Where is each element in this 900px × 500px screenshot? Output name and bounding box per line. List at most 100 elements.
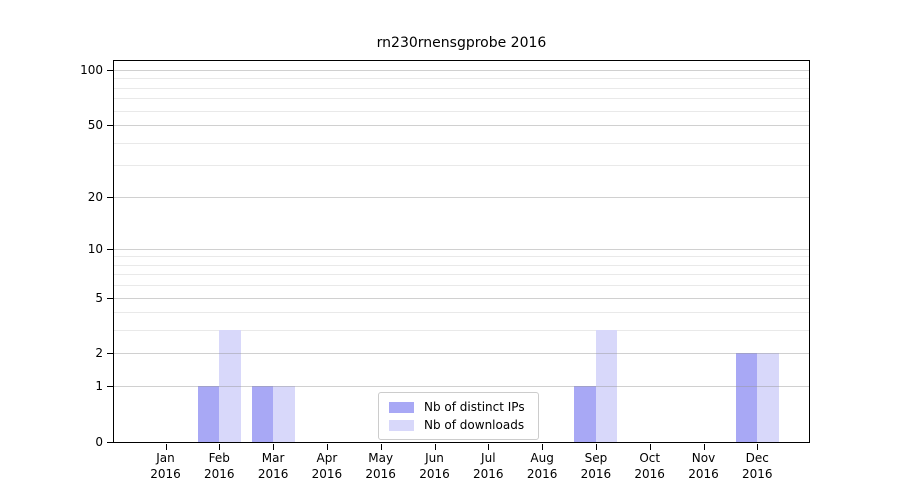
minor-gridline — [114, 285, 809, 287]
x-tick-month: Jul — [481, 451, 496, 465]
x-tick-year: 2016 — [311, 467, 343, 481]
x-tick-mark — [434, 444, 436, 450]
x-tick-year: 2016 — [419, 467, 450, 481]
x-tick-month: Jun — [425, 451, 444, 465]
legend: Nb of distinct IPs Nb of downloads — [378, 392, 539, 440]
minor-gridline — [114, 165, 809, 167]
minor-gridline — [114, 256, 809, 258]
y-tick-mark — [107, 297, 113, 299]
minor-gridline — [114, 98, 809, 100]
x-tick-year: 2016 — [634, 467, 665, 481]
x-tick-mark — [703, 444, 705, 450]
y-tick-mark — [107, 248, 113, 250]
major-gridline — [114, 353, 809, 355]
bar-distinct-ips — [735, 353, 758, 442]
minor-gridline — [114, 110, 809, 112]
x-tick-year: 2016 — [688, 467, 719, 481]
y-tick-label: 0 — [95, 435, 103, 449]
legend-item-distinct-ips: Nb of distinct IPs — [389, 398, 525, 416]
legend-item-downloads: Nb of downloads — [389, 416, 525, 434]
x-tick-year: 2016 — [204, 467, 235, 481]
bar-distinct-ips — [251, 386, 274, 442]
x-tick-mark — [165, 444, 167, 450]
bar-distinct-ips — [574, 386, 596, 442]
minor-gridline — [114, 264, 809, 266]
x-tick-month: Sep — [584, 451, 608, 465]
y-tick-mark — [107, 442, 113, 443]
legend-label-downloads: Nb of downloads — [424, 418, 525, 432]
major-gridline — [114, 125, 809, 127]
x-tick-month: Dec — [745, 451, 769, 465]
major-gridline — [114, 248, 809, 250]
x-tick-year: 2016 — [742, 467, 773, 481]
x-tick-label: Mar 2016 — [238, 450, 308, 482]
chart-title: rn230rnensgprobe 2016 — [376, 35, 547, 51]
x-tick-mark — [595, 444, 597, 450]
y-tick-label: 20 — [87, 189, 103, 204]
minor-gridline — [114, 330, 809, 332]
x-tick-month: Nov — [691, 451, 716, 465]
x-tick-month: Aug — [530, 451, 554, 465]
x-tick-month: May — [368, 451, 394, 465]
x-tick-mark — [542, 444, 544, 450]
x-tick-month: Feb — [208, 451, 230, 465]
x-tick-label: Feb 2016 — [184, 450, 254, 482]
bar-distinct-ips — [197, 386, 220, 442]
x-tick-month: Jan — [156, 451, 175, 465]
x-tick-mark — [757, 444, 759, 450]
x-tick-label: Nov 2016 — [669, 450, 739, 482]
minor-gridline — [114, 87, 809, 89]
y-tick-mark — [107, 353, 113, 355]
legend-swatch-downloads — [389, 419, 414, 431]
y-tick-label: 5 — [95, 290, 103, 305]
x-tick-label: May 2016 — [346, 450, 416, 482]
bar-downloads — [273, 386, 295, 442]
major-gridline — [114, 70, 809, 71]
y-tick-label: 50 — [87, 118, 103, 133]
legend-swatch-distinct-ips — [389, 401, 414, 413]
x-tick-label: Jun 2016 — [400, 450, 470, 482]
x-tick-year: 2016 — [580, 467, 612, 481]
bar-downloads — [595, 330, 618, 442]
bar-downloads — [757, 353, 779, 442]
major-gridline — [114, 297, 809, 299]
x-tick-year: 2016 — [526, 467, 558, 481]
x-tick-year: 2016 — [257, 467, 289, 481]
x-tick-label: Dec 2016 — [722, 450, 792, 482]
x-tick-label: Aug 2016 — [507, 450, 577, 482]
x-tick-month: Mar — [261, 451, 285, 465]
y-tick-label: 1 — [95, 379, 103, 394]
major-gridline — [114, 196, 809, 198]
x-tick-month: Apr — [316, 451, 338, 465]
x-tick-label: Oct 2016 — [615, 450, 685, 482]
y-tick-label: 10 — [87, 241, 103, 256]
y-tick-label: 100 — [80, 63, 103, 77]
x-tick-mark — [649, 444, 651, 450]
x-tick-month: Oct — [639, 451, 661, 465]
y-tick-label: 2 — [95, 346, 103, 361]
x-tick-mark — [326, 444, 328, 450]
minor-gridline — [114, 142, 809, 144]
legend-label-distinct-ips: Nb of distinct IPs — [424, 400, 525, 414]
y-tick-mark — [107, 125, 113, 127]
x-tick-mark — [488, 444, 490, 450]
minor-gridline — [114, 78, 809, 80]
bar-downloads — [219, 330, 241, 442]
y-tick-mark — [107, 70, 113, 71]
y-tick-mark — [107, 386, 113, 388]
plot-area — [113, 60, 810, 443]
x-tick-label: Sep 2016 — [561, 450, 631, 482]
x-tick-label: Jan 2016 — [131, 450, 201, 482]
x-tick-mark — [219, 444, 221, 450]
x-tick-year: 2016 — [365, 467, 396, 481]
minor-gridline — [114, 274, 809, 276]
x-tick-label: Jul 2016 — [453, 450, 523, 482]
x-tick-year: 2016 — [150, 467, 181, 481]
x-tick-label: Apr 2016 — [292, 450, 362, 482]
x-tick-mark — [380, 444, 382, 450]
y-tick-mark — [107, 196, 113, 198]
x-tick-mark — [273, 444, 275, 450]
x-tick-year: 2016 — [473, 467, 504, 481]
minor-gridline — [114, 312, 809, 314]
